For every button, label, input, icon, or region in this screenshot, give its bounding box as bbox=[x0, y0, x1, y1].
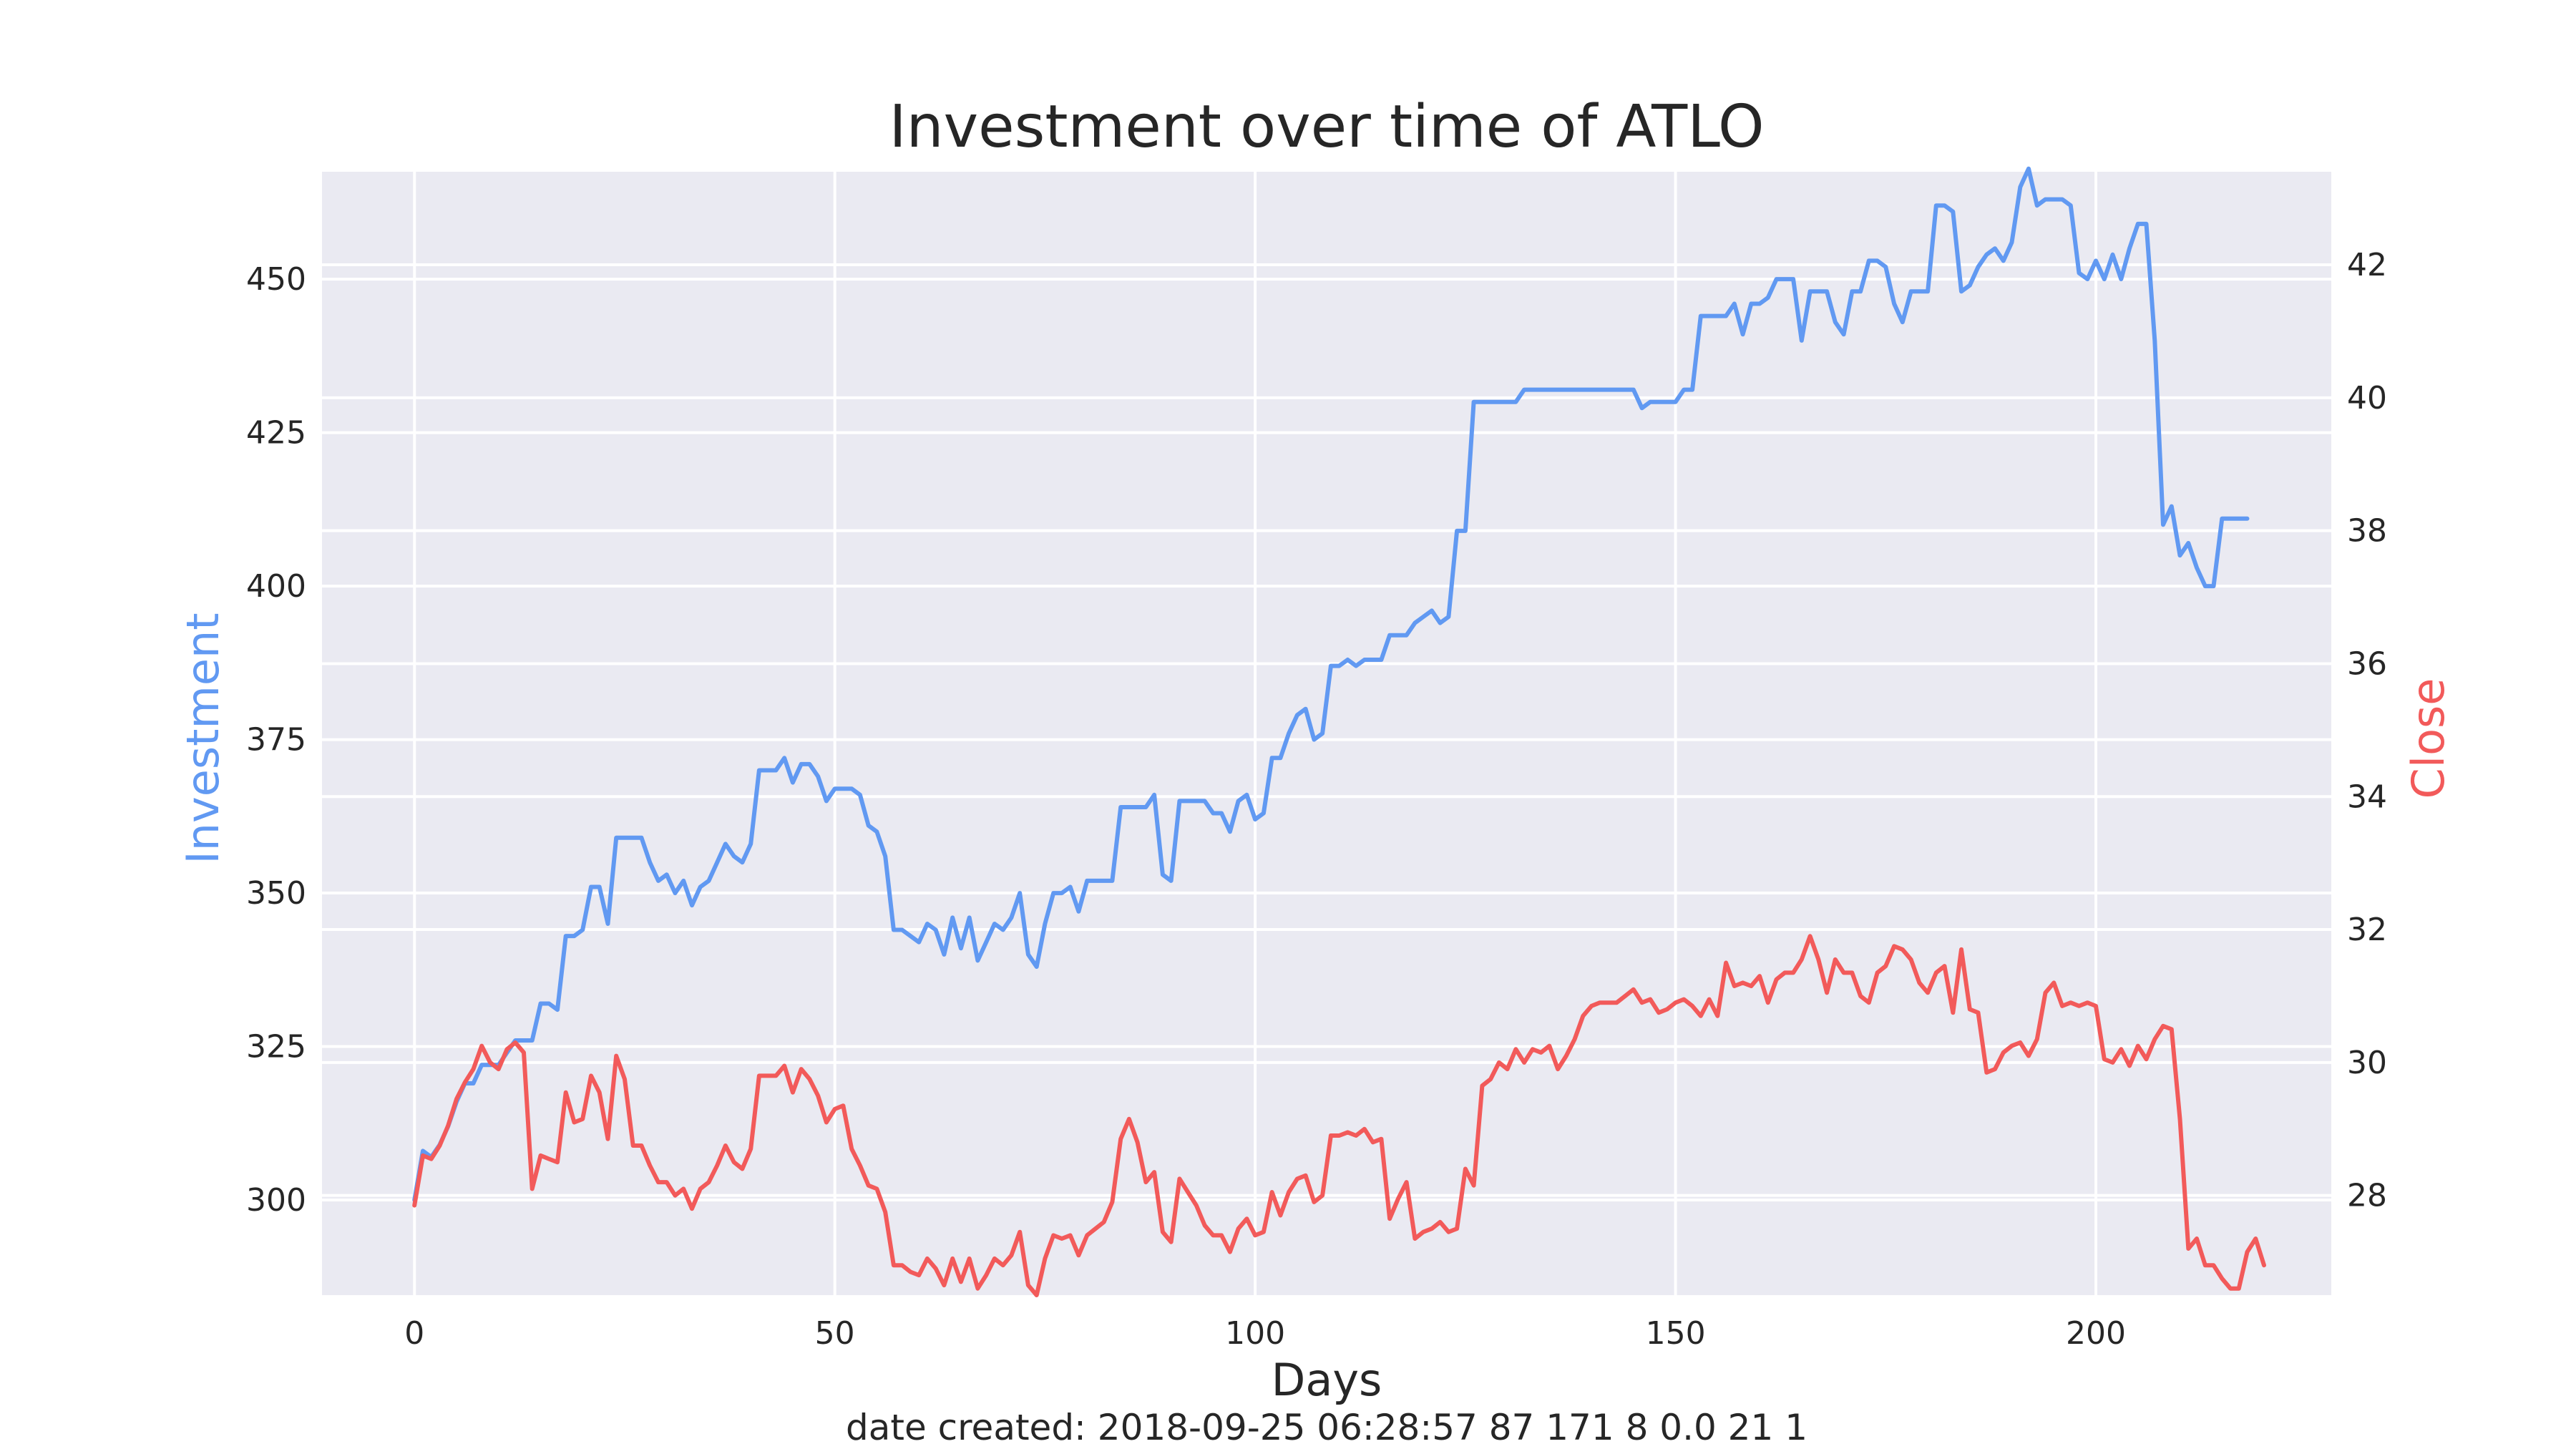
series-lines bbox=[412, 166, 2266, 1297]
right-y-tick-label: 38 bbox=[2347, 513, 2387, 550]
series-line-close bbox=[412, 934, 2266, 1297]
left-y-tick-label: 300 bbox=[246, 1182, 306, 1219]
left-y-gridlines bbox=[322, 278, 2331, 1202]
left-y-tick-label: 400 bbox=[246, 568, 306, 605]
right-y-tick-label: 34 bbox=[2347, 779, 2387, 815]
series-line-investment bbox=[412, 166, 2250, 1202]
right-y-tick-label: 32 bbox=[2347, 912, 2387, 948]
left-y-tick-label: 450 bbox=[246, 261, 306, 298]
left-y-tick-label: 350 bbox=[246, 875, 306, 912]
x-tick-labels: 0 50 100 150 200 bbox=[404, 1315, 2126, 1352]
date-created-footer: date created: 2018-09-25 06:28:57 87 171… bbox=[846, 1407, 1807, 1448]
right-y-tick-label: 40 bbox=[2347, 380, 2387, 416]
right-y-tick-label: 42 bbox=[2347, 247, 2387, 283]
right-y-tick-labels: 28 30 32 34 36 38 40 42 bbox=[2347, 247, 2387, 1214]
left-y-tick-label: 325 bbox=[246, 1029, 306, 1065]
plot-background bbox=[322, 172, 2331, 1295]
x-tick-label: 150 bbox=[1646, 1315, 1706, 1352]
left-y-axis-label: Investment bbox=[177, 613, 229, 864]
left-y-tick-label: 425 bbox=[246, 415, 306, 452]
right-y-tick-label: 28 bbox=[2347, 1178, 2387, 1214]
x-tick-label: 0 bbox=[404, 1315, 424, 1352]
right-y-tick-label: 30 bbox=[2347, 1045, 2387, 1081]
x-tick-label: 200 bbox=[2066, 1315, 2126, 1352]
right-y-axis-label: Close bbox=[2402, 678, 2454, 799]
x-axis-label: Days bbox=[1272, 1354, 1382, 1406]
left-y-tick-label: 375 bbox=[246, 722, 306, 758]
x-tick-label: 50 bbox=[815, 1315, 855, 1352]
right-y-tick-label: 36 bbox=[2347, 645, 2387, 682]
chart-title: Investment over time of ATLO bbox=[889, 93, 1765, 161]
x-tick-label: 100 bbox=[1225, 1315, 1285, 1352]
left-y-tick-labels: 300 325 350 375 400 425 450 bbox=[246, 261, 306, 1219]
